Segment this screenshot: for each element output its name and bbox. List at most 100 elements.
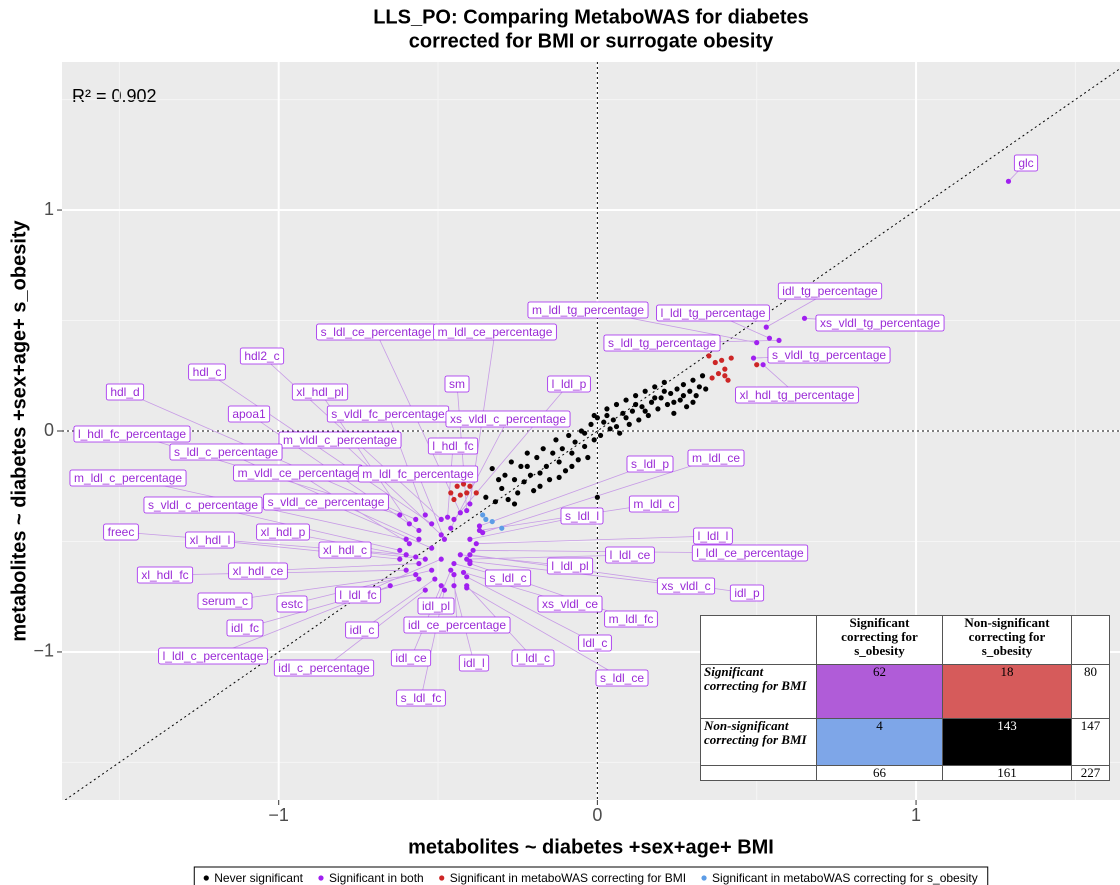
point (502, 472, 508, 478)
point (680, 393, 687, 399)
point (566, 432, 572, 439)
point-label: m_ldl_fc (609, 612, 654, 626)
point (582, 430, 588, 436)
point-label-box (185, 531, 235, 549)
point (511, 501, 518, 507)
point (521, 479, 527, 485)
table-row: Significant correcting for BMI 62 18 80 (700, 664, 1110, 719)
point (594, 494, 600, 500)
point (658, 395, 664, 401)
point (451, 572, 457, 578)
point-label-box (656, 304, 770, 322)
point-label: hdl_d (110, 385, 139, 399)
point (585, 454, 591, 461)
point (652, 395, 658, 401)
point-label: l_hdl_fc_percentage (78, 427, 186, 441)
point (429, 545, 435, 551)
point (690, 399, 696, 405)
point (687, 388, 693, 394)
point-label-box (197, 592, 253, 610)
point-label: idl_ce_percentage (408, 618, 506, 632)
point-label: idl_l (463, 656, 484, 670)
legend-label: Never significant (214, 871, 303, 885)
point (531, 488, 537, 494)
legend-label: Significant in metaboWAS correcting for … (450, 871, 686, 885)
point (515, 490, 521, 496)
legend-label: Significant in both (329, 871, 424, 885)
point (642, 408, 648, 414)
point (597, 432, 604, 439)
point (636, 417, 642, 423)
point (476, 523, 483, 529)
point (451, 560, 457, 567)
row-label: Non-significant correcting for BMI (700, 718, 817, 766)
point (467, 483, 473, 489)
point (397, 512, 403, 518)
point-label-box (276, 595, 308, 613)
point-label: xl_hdl_pl (296, 385, 343, 399)
point (754, 340, 760, 346)
identity-line (64, 68, 1120, 800)
point-label: estc (281, 597, 303, 611)
point-label: s_ldl_tg_percentage (608, 336, 716, 350)
point (537, 483, 543, 489)
point-label: xl_hdl_tg_percentage (740, 388, 855, 402)
point (387, 583, 393, 589)
point (467, 501, 473, 507)
point (652, 384, 658, 390)
point (464, 507, 470, 514)
point-label-box (256, 523, 310, 541)
point (776, 337, 782, 344)
point (607, 426, 613, 432)
point (706, 353, 712, 359)
point (546, 477, 553, 483)
table-corner (700, 765, 817, 781)
point-label-box (318, 541, 372, 559)
point (655, 406, 661, 412)
points (387, 178, 1012, 593)
point (712, 359, 718, 366)
point-label: m_vldl_c_percentage (283, 433, 397, 447)
point (642, 388, 648, 394)
point-label-box (578, 634, 612, 652)
point-label-box (158, 647, 268, 665)
table-total-row: 66 161 227 (700, 765, 1110, 781)
point-label-box (693, 527, 733, 545)
point-label-box (547, 375, 591, 393)
point-label: idl_p (734, 586, 760, 600)
point-label-box (815, 314, 945, 332)
y-tick-label: 1 (44, 199, 54, 219)
point-label-box (777, 282, 883, 300)
point (508, 459, 514, 465)
point (403, 536, 409, 542)
point (483, 516, 489, 522)
point (613, 401, 620, 408)
point (575, 457, 581, 463)
point-label: freec (108, 525, 135, 539)
point (473, 490, 479, 496)
point (604, 412, 610, 419)
point (518, 463, 524, 469)
point-label-box (103, 523, 139, 541)
point-label-box (444, 375, 470, 393)
point-label: sm (449, 377, 465, 391)
point (604, 406, 610, 412)
label-leader (482, 457, 717, 534)
point (677, 397, 683, 403)
point (719, 357, 725, 363)
point-label: s_ldl_fc (401, 691, 442, 705)
point (766, 335, 773, 341)
point (696, 384, 702, 390)
point (511, 477, 518, 483)
point-label: ldl_c (583, 636, 608, 650)
point (457, 492, 463, 498)
point-label: idl_c (350, 623, 375, 637)
point-label: s_vldl_ce_percentage (268, 495, 385, 509)
table-header-row: Significant correcting for s_obesity Non-… (700, 615, 1110, 665)
point (413, 572, 419, 578)
point (422, 512, 428, 518)
point-label: l_ldl_pl (551, 559, 588, 573)
label-leader (450, 418, 509, 529)
